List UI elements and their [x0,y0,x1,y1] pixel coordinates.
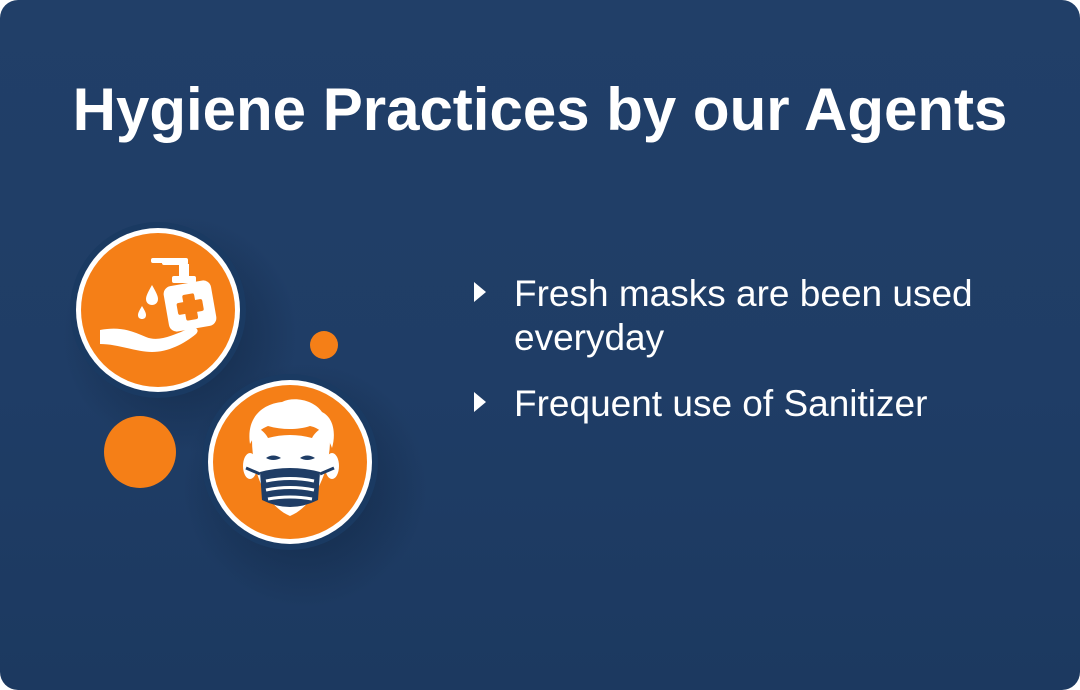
bullet-item-sanitizer: Frequent use of Sanitizer [468,382,1048,426]
large-dot [104,416,176,488]
page-title: Hygiene Practices by our Agents [72,76,1008,143]
caret-right-icon [474,282,486,302]
hand-sanitizer-icon [70,222,246,398]
caret-right-icon [474,392,486,412]
illustration [62,217,427,607]
bullet-list: Fresh masks are been used everyday Frequ… [468,272,1048,448]
bullet-text: Frequent use of Sanitizer [514,383,928,424]
face-mask-icon [202,374,378,550]
small-dot [310,331,338,359]
bullet-item-masks: Fresh masks are been used everyday [468,272,1048,360]
bullet-text: Fresh masks are been used everyday [514,273,973,358]
